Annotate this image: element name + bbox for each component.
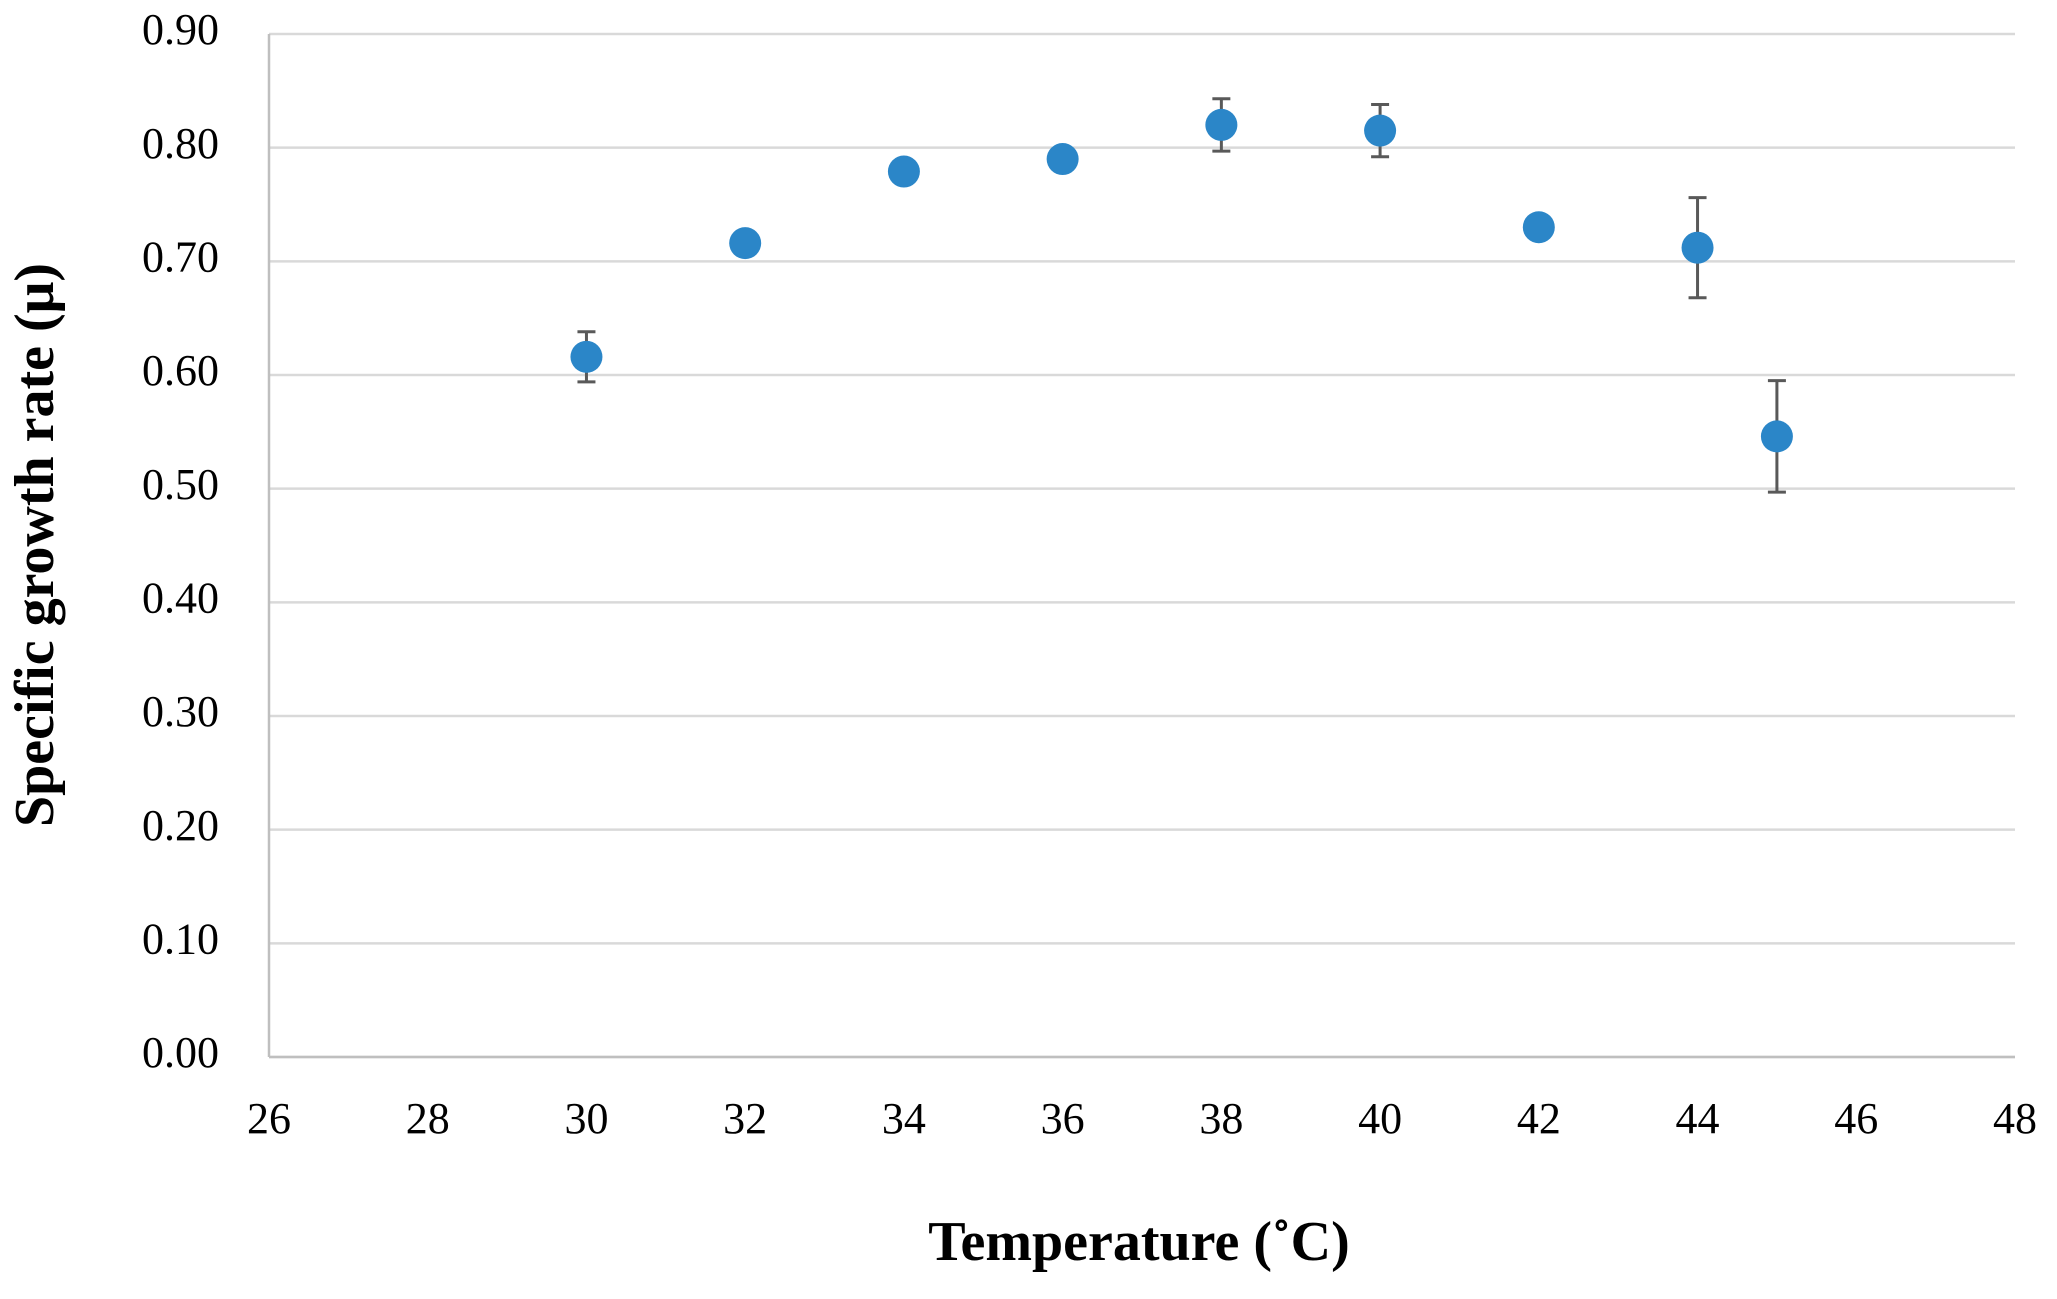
x-tick-label: 44: [1676, 1094, 1720, 1143]
x-tick-label: 46: [1834, 1094, 1878, 1143]
point: [1046, 143, 1079, 176]
x-tick-label: 48: [1993, 1094, 2037, 1143]
y-tick-label: 0.70: [142, 232, 219, 281]
point: [570, 340, 603, 373]
x-tick-label: 42: [1517, 1094, 1561, 1143]
point: [1760, 420, 1793, 453]
y-tick-label: 0.20: [142, 801, 219, 850]
x-tick-label: 34: [882, 1094, 926, 1143]
x-tick-label: 36: [1041, 1094, 1085, 1143]
point: [1522, 211, 1555, 244]
point: [1681, 231, 1714, 264]
x-tick-label: 26: [247, 1094, 291, 1143]
y-tick-label: 0.10: [142, 914, 219, 963]
point: [729, 227, 762, 260]
point: [887, 155, 920, 188]
y-tick-label: 0.30: [142, 687, 219, 736]
y-tick-label: 0.60: [142, 346, 219, 395]
x-tick-label: 40: [1358, 1094, 1402, 1143]
point: [1364, 114, 1397, 147]
y-tick-label: 0.50: [142, 460, 219, 509]
y-tick-label: 0.90: [142, 5, 219, 54]
x-axis-title: Temperature (˚C): [928, 1211, 1349, 1273]
y-tick-label: 0.80: [142, 119, 219, 168]
x-tick-label: 28: [406, 1094, 450, 1143]
y-tick-label: 0.00: [142, 1028, 219, 1077]
x-tick-label: 38: [1199, 1094, 1243, 1143]
point: [1205, 108, 1238, 141]
y-tick-label: 0.40: [142, 573, 219, 622]
y-axis-title: Specific growth rate (μ): [4, 263, 66, 827]
x-tick-label: 32: [723, 1094, 767, 1143]
x-tick-label: 30: [564, 1094, 608, 1143]
